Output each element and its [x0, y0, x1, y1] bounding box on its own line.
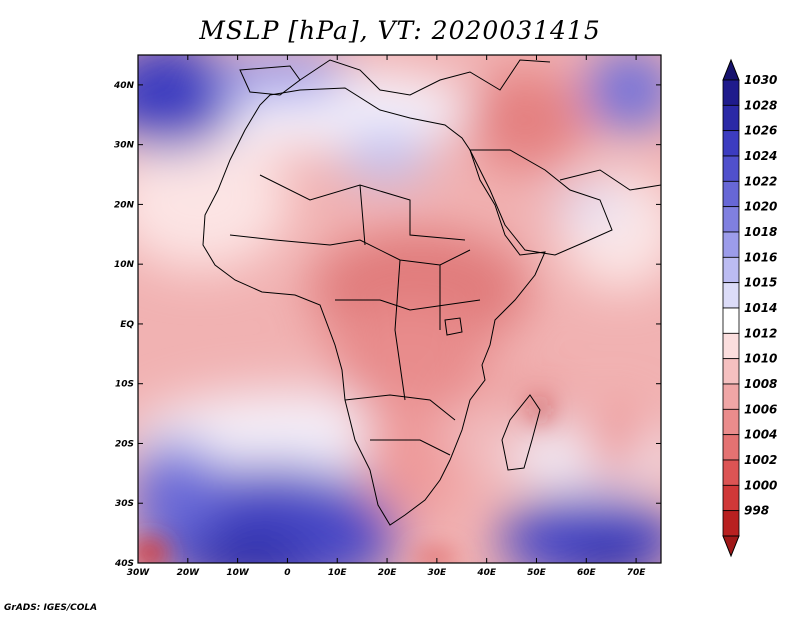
- colorbar-label: 1030: [744, 73, 777, 87]
- colorbar-swatch: [722, 307, 740, 334]
- colorbar-label: 1002: [744, 453, 777, 467]
- iberia: [239, 65, 301, 96]
- lon-tick-label: 60E: [577, 568, 597, 578]
- lat-tick-label: 20N: [114, 200, 135, 210]
- colorbar-label: 1004: [744, 428, 777, 442]
- colorbar-label: 1028: [744, 98, 777, 112]
- border-central: [335, 299, 481, 311]
- colorbar-label: 1024: [744, 149, 777, 163]
- lake-victoria: [444, 317, 463, 336]
- colorbar-swatch: [722, 510, 740, 537]
- colorbar-swatch: [722, 104, 740, 132]
- colorbar-swatch: [722, 256, 740, 284]
- lon-tick-label: 20E: [378, 568, 398, 578]
- map-frame: [137, 54, 662, 564]
- colorbar-label: 1018: [744, 225, 777, 239]
- colorbar-swatch: [722, 130, 740, 157]
- border-sahara: [259, 174, 466, 241]
- colorbar-swatch: [722, 79, 740, 106]
- colorbar-top-arrow: [722, 58, 740, 81]
- lat-tick-label: 10S: [115, 380, 134, 390]
- colorbar-swatch: [722, 383, 740, 410]
- africa-coast: [202, 87, 546, 526]
- lat-tick-label: 20S: [115, 439, 134, 449]
- lat-tick-label: 40S: [114, 559, 134, 569]
- lon-tick-label: 30E: [428, 568, 448, 578]
- colorbar-label: 1016: [744, 250, 777, 264]
- lat-tick-label: 40N: [113, 81, 135, 91]
- colorbar-label: 1026: [744, 124, 777, 138]
- lon-tick-label: 40E: [476, 568, 497, 578]
- lon-tick-label: 50E: [527, 568, 547, 578]
- pressure-field: [138, 55, 661, 563]
- colorbar-swatch: [722, 231, 740, 258]
- persian-gulf: [559, 169, 661, 191]
- lat-tick-label: 10N: [114, 260, 135, 270]
- border-south: [344, 394, 456, 456]
- grads-credit: GrADS: IGES/COLA: [4, 603, 98, 613]
- lat-tick-label: 30N: [114, 141, 135, 151]
- lon-tick-label: 30W: [127, 568, 151, 578]
- colorbar-label: 1020: [744, 200, 777, 214]
- colorbar: 1030 1028 1026 1024 1022 1020 1018 1016 1015 1014…: [722, 58, 777, 558]
- lat-tick-label: EQ: [120, 320, 134, 330]
- colorbar-label: 1014: [744, 301, 777, 315]
- coastlines: [202, 59, 661, 526]
- lon-tick-label: 10W: [226, 568, 250, 578]
- colorbar-swatch: [722, 408, 740, 436]
- lon-tick-label: 10E: [328, 568, 348, 578]
- lon-tick-label: 70E: [627, 568, 647, 578]
- lon-tick-label: 0: [284, 568, 290, 578]
- colorbar-swatch: [722, 155, 740, 182]
- madagascar: [501, 394, 541, 471]
- colorbar-label: 1015: [744, 276, 777, 290]
- arabian-peninsula: [469, 149, 613, 256]
- colorbar-swatch: [722, 459, 740, 486]
- colorbar-bottom-arrow: [722, 535, 740, 558]
- colorbar-label: 1008: [744, 377, 777, 391]
- border-vertical: [359, 184, 441, 401]
- lon-tick-label: 20W: [177, 568, 201, 578]
- chart-title: MSLP [hPa], VT: 2020031415: [199, 16, 601, 45]
- colorbar-label: 998: [744, 504, 769, 518]
- colorbar-label: 1010: [744, 352, 777, 366]
- colorbar-swatch: [722, 358, 740, 385]
- colorbar-label: 1006: [744, 402, 777, 416]
- colorbar-label: 1012: [744, 326, 777, 340]
- colorbar-swatch: [722, 484, 740, 512]
- colorbar-swatch: [722, 180, 740, 208]
- colorbar-label: 1000: [744, 478, 777, 492]
- colorbar-swatch: [722, 206, 740, 233]
- europe-coast: [299, 59, 551, 96]
- lat-tick-label: 30S: [115, 499, 134, 509]
- colorbar-label: 1022: [744, 174, 777, 188]
- colorbar-swatch: [722, 332, 740, 360]
- colorbar-swatch: [722, 282, 740, 309]
- colorbar-swatch: [722, 434, 740, 461]
